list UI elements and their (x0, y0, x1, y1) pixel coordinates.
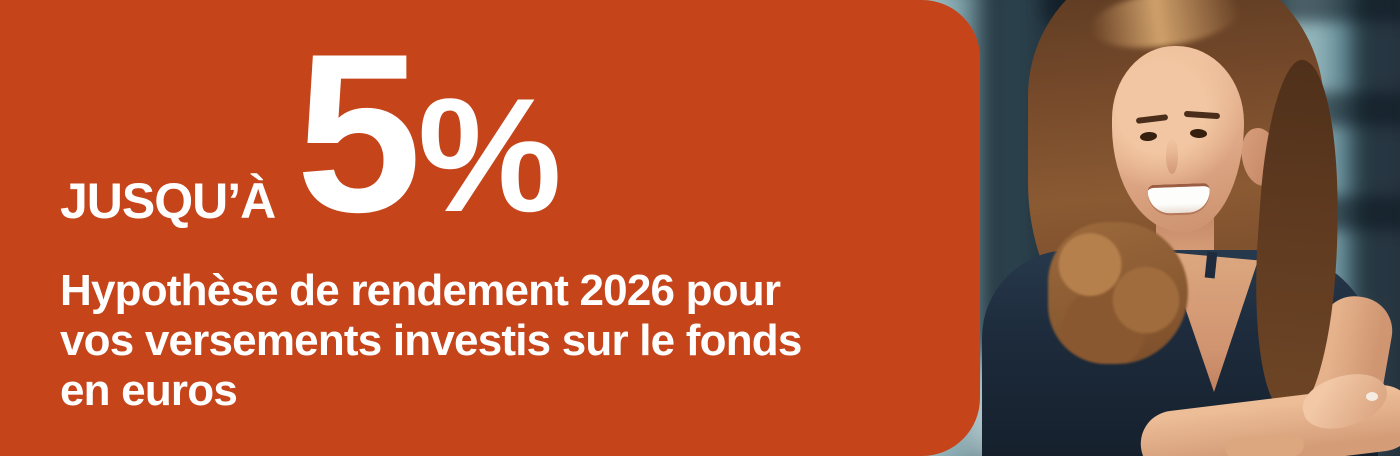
headline-prefix: JUSQU’À (60, 173, 276, 229)
headline-rate: 5% (296, 20, 562, 246)
woman-hair-shoulder-curls (1048, 222, 1188, 364)
percent-sign: % (417, 65, 562, 246)
woman-fingernail (1366, 392, 1378, 401)
orange-panel: JUSQU’À 5% Hypothèse de rendement 2026 p… (0, 0, 980, 456)
subtitle-line-3: en euros (60, 366, 238, 415)
subtitle-line-2: vos versements investis sur le fonds (60, 316, 802, 365)
subtitle: Hypothèse de rendement 2026 pour vos ver… (60, 266, 802, 416)
hero-photo (840, 0, 1400, 456)
woman-nose (1166, 138, 1178, 174)
rate-value: 5 (296, 6, 422, 259)
subtitle-line-1: Hypothèse de rendement 2026 pour (60, 266, 781, 315)
